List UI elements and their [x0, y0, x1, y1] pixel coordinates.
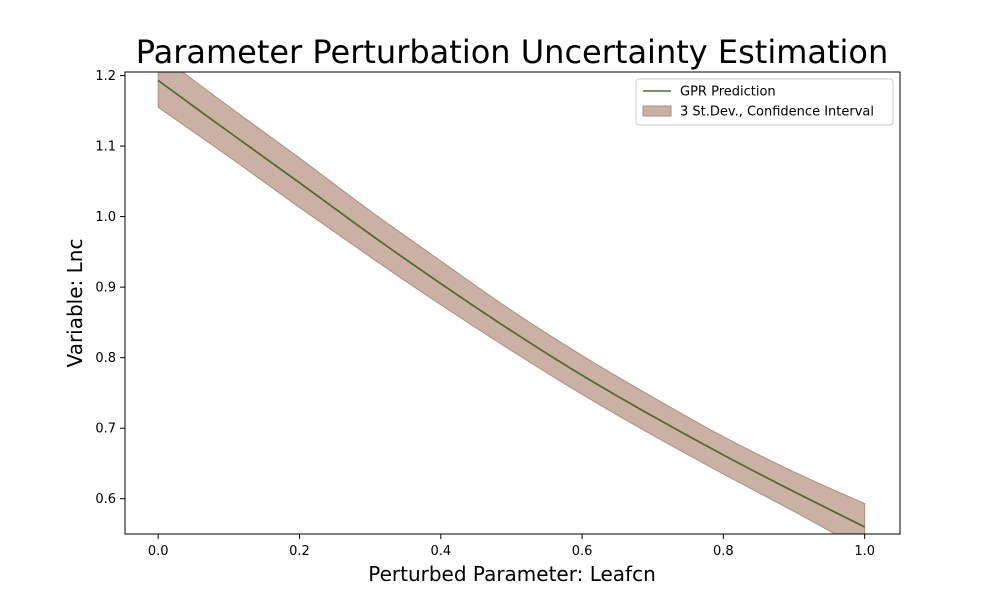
legend-swatch-confidence-interval — [642, 105, 672, 117]
legend: GPR Prediction 3 St.Dev., Confidence Int… — [635, 78, 894, 126]
x-tick-label: 0.0 — [148, 544, 169, 559]
axes-frame — [124, 71, 901, 535]
confidence-interval-band — [157, 72, 866, 534]
x-tick-label: 0.2 — [289, 544, 310, 559]
x-tick-label: 0.8 — [713, 544, 734, 559]
y-tick-label: 1.2 — [95, 69, 116, 84]
x-tick-label: 1.0 — [854, 544, 875, 559]
plot-area — [157, 72, 866, 534]
x-tick-label: 0.6 — [572, 544, 593, 559]
chart-title: Parameter Perturbation Uncertainty Estim… — [136, 33, 889, 71]
y-tick-label: 0.6 — [95, 492, 116, 507]
y-tick-label: 1.1 — [95, 140, 116, 155]
y-tick-label: 1.0 — [95, 210, 116, 225]
legend-box — [635, 78, 894, 126]
x-axis-label: Perturbed Parameter: Leafcn — [368, 562, 656, 586]
gpr-prediction-line — [157, 79, 866, 528]
y-tick-label: 0.9 — [95, 281, 116, 296]
legend-label-confidence-interval: 3 St.Dev., Confidence Interval — [680, 105, 874, 120]
y-tick-label: 0.7 — [95, 422, 116, 437]
y-tick-label: 0.8 — [95, 351, 116, 366]
y-axis-ticks: 0.6 0.7 0.8 0.9 1.0 1.1 1.2 — [95, 69, 125, 507]
y-axis-label: Variable: Lnc — [63, 239, 87, 368]
x-axis-ticks: 0.0 0.2 0.4 0.6 0.8 1.0 — [148, 534, 875, 559]
legend-label-gpr-prediction: GPR Prediction — [680, 85, 776, 100]
x-tick-label: 0.4 — [430, 544, 451, 559]
